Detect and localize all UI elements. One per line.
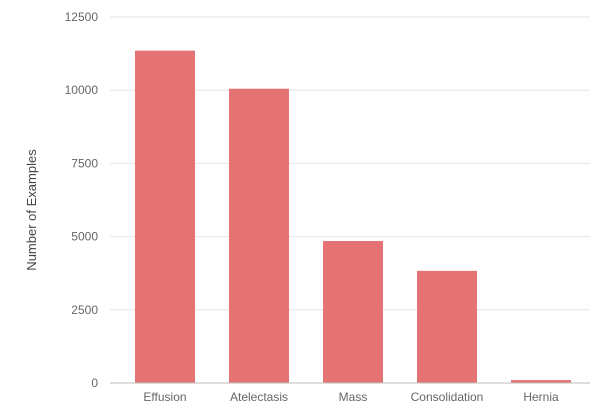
y-tick-labels: 0 2500 5000 7500 10000 12500 — [65, 10, 99, 390]
x-tick-label: Atelectasis — [230, 390, 288, 404]
x-tick-labels: Effusion Atelectasis Mass Consolidation Hern… — [143, 390, 559, 404]
x-tick-label: Mass — [339, 390, 368, 404]
y-tick-label: 2500 — [71, 303, 98, 317]
bar-mass — [323, 240, 383, 383]
bars — [135, 50, 571, 384]
x-tick-label: Effusion — [143, 390, 186, 404]
bar-consolidation — [417, 270, 477, 383]
y-tick-label: 5000 — [71, 230, 98, 244]
bar-hernia — [511, 380, 571, 383]
y-axis-title: Number of Examples — [24, 149, 39, 271]
bar-atelectasis — [229, 88, 289, 384]
y-tick-label: 12500 — [65, 10, 99, 24]
y-tick-label: 0 — [91, 376, 98, 390]
y-tick-label: 10000 — [65, 83, 99, 97]
bar-effusion — [135, 50, 195, 384]
x-tick-label: Consolidation — [411, 390, 484, 404]
x-tick-label: Hernia — [523, 390, 559, 404]
y-tick-label: 7500 — [71, 156, 98, 170]
